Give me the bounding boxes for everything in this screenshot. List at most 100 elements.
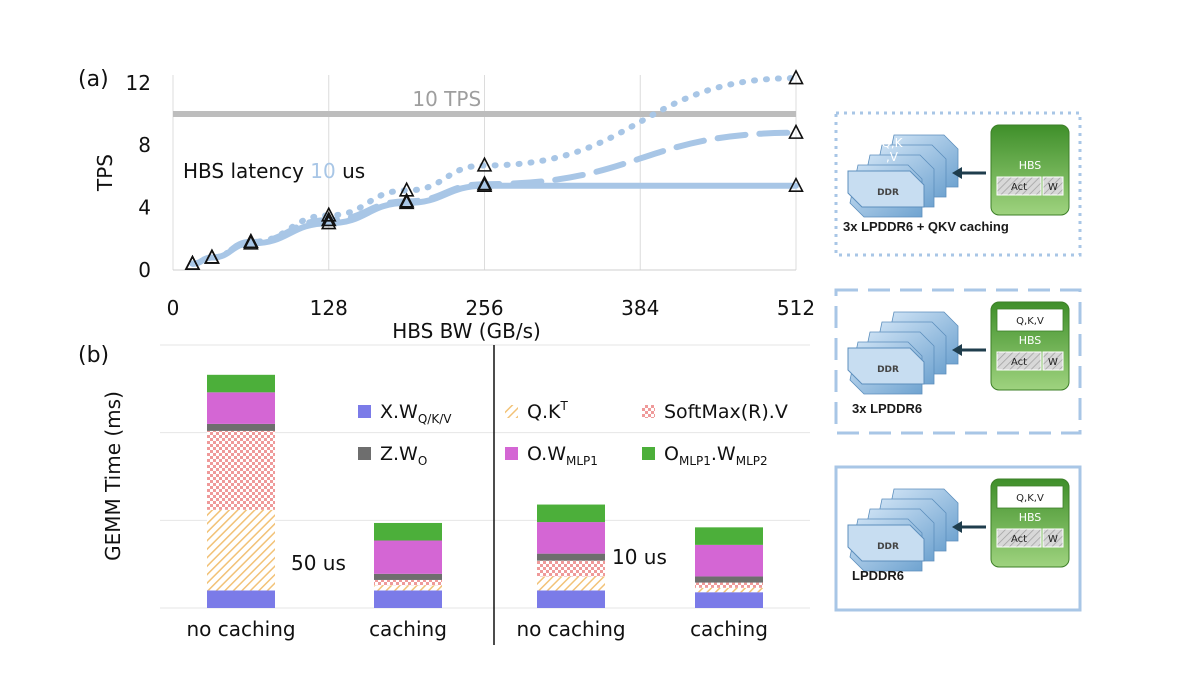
act-label: Act bbox=[1011, 182, 1027, 193]
legend-swatch-qk-t bbox=[505, 405, 518, 418]
bar-segment-o-w-mlp1 bbox=[695, 544, 763, 577]
bar-segment-z-wo bbox=[207, 423, 275, 431]
latency-value: 10 bbox=[310, 159, 335, 183]
legend-base: X.W bbox=[380, 401, 418, 423]
group-note-50us: 50 us bbox=[291, 551, 346, 575]
data-point-marker bbox=[476, 156, 493, 172]
bar-segment-qk-t bbox=[537, 576, 605, 591]
ddr-chip bbox=[847, 170, 925, 208]
w-label: W bbox=[1048, 534, 1058, 545]
bar-segment-x-w-qkv bbox=[374, 590, 442, 608]
bar-segment-o-w-mlp1 bbox=[207, 392, 275, 424]
hbs-label: HBS bbox=[1019, 159, 1042, 172]
arrow-head bbox=[952, 167, 962, 179]
bar-segment-o-mlp1-w-mlp2 bbox=[695, 527, 763, 545]
legend-swatch-x-w-qkv bbox=[358, 405, 371, 418]
data-point-marker bbox=[320, 214, 337, 230]
x-category-label: caching bbox=[369, 617, 447, 641]
panel-b-label: (b) bbox=[78, 343, 109, 368]
legend-swatch-o-w-mlp1 bbox=[505, 447, 518, 460]
legend-label-x-w-qkv: X.WQ/K/V bbox=[380, 401, 452, 426]
data-point-marker bbox=[398, 193, 415, 210]
legend-label-o-mlp1-w-mlp2: OMLP1.WMLP2 bbox=[664, 443, 768, 468]
bar-segment-z-wo bbox=[695, 576, 763, 583]
x-category-label: no caching bbox=[516, 617, 625, 641]
data-point-marker bbox=[184, 254, 201, 270]
architecture-frame bbox=[834, 465, 1082, 612]
ddr-chip bbox=[847, 524, 925, 562]
bar-segment-o-mlp1-w-mlp2 bbox=[207, 374, 275, 393]
x-tick-label: 128 bbox=[310, 296, 348, 320]
x-category-label: caching bbox=[690, 617, 768, 641]
legend-swatch-softmax bbox=[642, 405, 655, 418]
bar-segment-softmax bbox=[695, 582, 763, 588]
group-note-10us: 10 us bbox=[612, 545, 667, 569]
arrow-head bbox=[952, 344, 962, 356]
ddr-overlay-text: ,V bbox=[886, 150, 899, 164]
y-tick-label: 0 bbox=[138, 258, 151, 282]
architecture-frame bbox=[834, 111, 1082, 257]
legend-label-softmax: SoftMax(R).V bbox=[664, 401, 788, 423]
act-label: Act bbox=[1011, 357, 1027, 368]
ddr-chip bbox=[847, 347, 925, 385]
legend-sub: MLP1 bbox=[679, 454, 711, 468]
data-point-marker bbox=[204, 248, 220, 264]
architecture-2: DDR Q,K,V HBS Act W 3x LPDDR6 bbox=[834, 288, 1082, 435]
architecture-caption: 3x LPDDR6 bbox=[852, 401, 922, 416]
data-point-marker bbox=[243, 234, 259, 250]
panel-a-label: (a) bbox=[78, 67, 109, 92]
legend-base: O bbox=[664, 443, 679, 465]
w-label: W bbox=[1048, 182, 1058, 193]
arrow-head bbox=[952, 521, 962, 533]
bar-segment-qk-t bbox=[207, 509, 275, 591]
legend-label-qk-t: Q.KT bbox=[527, 399, 568, 423]
x-tick-label: 0 bbox=[167, 296, 180, 320]
legend-sup: T bbox=[559, 399, 568, 413]
x-category-label: no caching bbox=[186, 617, 295, 641]
hbs-label: HBS bbox=[1019, 334, 1042, 347]
bar-segment-x-w-qkv bbox=[537, 590, 605, 608]
legend-label-z-wo: Z.WO bbox=[380, 443, 427, 468]
chart-legend: X.WQ/K/V Q.KT SoftMax(R).VZ.WO O.WMLP1 OMLP1… bbox=[358, 399, 788, 468]
data-point-marker bbox=[320, 206, 337, 222]
x-tick-label: 512 bbox=[777, 296, 815, 320]
legend-sub: O bbox=[418, 454, 427, 468]
y-tick-label: 4 bbox=[138, 196, 151, 220]
bar-segment-o-mlp1-w-mlp2 bbox=[374, 522, 442, 541]
data-point-marker bbox=[476, 176, 493, 192]
bar-segment-qk-t bbox=[695, 587, 763, 593]
legend-base: O.W bbox=[527, 443, 566, 465]
data-point-marker bbox=[788, 69, 804, 85]
y-tick-label: 12 bbox=[126, 71, 151, 95]
latency-unit: us bbox=[336, 159, 365, 183]
bar-segment-o-mlp1-w-mlp2 bbox=[537, 504, 605, 523]
legend-swatch-z-wo bbox=[358, 447, 371, 460]
bar-segment-x-w-qkv bbox=[695, 592, 763, 608]
legend-base2: .W bbox=[711, 443, 736, 465]
ref-line-label: 10 TPS bbox=[412, 87, 481, 111]
hbs-label: HBS bbox=[1019, 511, 1042, 524]
bar-segment-z-wo bbox=[374, 573, 442, 580]
legend-swatch-o-mlp1-w-mlp2 bbox=[642, 447, 655, 460]
tps-line-chart: 0 128 256 384 512 0 4 8 12 HBS BW (GB/s) TPS 10 TPS… bbox=[93, 69, 815, 343]
act-box bbox=[996, 176, 1042, 196]
bar-segment-x-w-qkv bbox=[207, 590, 275, 608]
y-tick-label: 8 bbox=[138, 133, 151, 157]
series-line-solid bbox=[189, 182, 799, 267]
qkv-cache-label: Q,K,V bbox=[1016, 493, 1044, 504]
architecture-caption: LPDDR6 bbox=[852, 568, 904, 583]
bar-segment-qk-t bbox=[374, 585, 442, 591]
latency-annotation: HBS latency 10 us bbox=[183, 159, 365, 183]
ddr-overlay-text: Q,K bbox=[881, 136, 903, 150]
bar-segment-softmax bbox=[207, 430, 275, 510]
bar-segment-o-w-mlp1 bbox=[537, 522, 605, 554]
legend-base: Z.W bbox=[380, 443, 418, 465]
architecture-caption: 3x LPDDR6 + QKV caching bbox=[843, 219, 1009, 234]
data-point-marker bbox=[320, 211, 337, 227]
legend-base: SoftMax(R).V bbox=[664, 401, 788, 423]
data-point-marker bbox=[788, 123, 804, 139]
act-box bbox=[996, 351, 1042, 371]
x-axis-label: HBS BW (GB/s) bbox=[392, 319, 541, 343]
